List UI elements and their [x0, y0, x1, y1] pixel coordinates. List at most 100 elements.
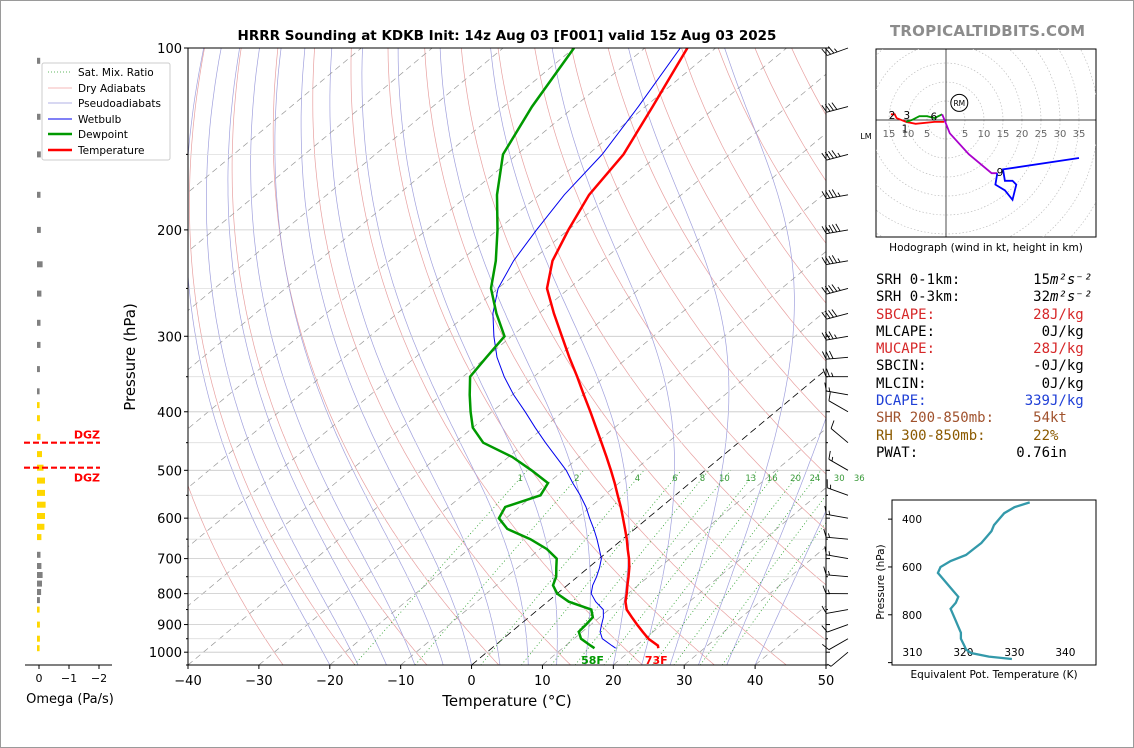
- moist-adiabat: [361, 48, 529, 665]
- omega-bar: [37, 57, 41, 64]
- moist-adiabat: [300, 48, 472, 665]
- stat-value: 28: [1033, 306, 1050, 323]
- hodograph-ring-label: 5: [962, 129, 968, 140]
- hodograph-ring-label: 25: [1035, 129, 1048, 140]
- skewt-series: [468, 48, 689, 650]
- wind-barb-staff: [826, 153, 849, 161]
- wind-barb: [823, 566, 849, 578]
- wind-barb: [821, 46, 849, 56]
- mixing-ratio-line: [574, 470, 732, 665]
- wind-barb: [821, 255, 849, 266]
- temperature-line: [545, 48, 689, 649]
- moist-adiabat: [250, 48, 416, 665]
- stat-unit: %: [1050, 427, 1059, 444]
- chart-title: HRRR Sounding at KDKB Init: 14z Aug 03 […: [238, 28, 777, 44]
- omega-bar: [37, 113, 41, 120]
- stat-label: SBCAPE:: [876, 306, 936, 323]
- omega-bar: [37, 388, 40, 395]
- wind-barb-flag: [828, 255, 834, 264]
- legend-label-temperature: Temperature: [77, 145, 145, 157]
- omega-tick-label: −1: [61, 672, 77, 685]
- hodograph-labels: 15 10 5 5 10 15 20 25 30 35 RM 12 3 6 9: [883, 99, 1086, 179]
- hodograph-ring-label: 30: [1054, 129, 1067, 140]
- stat-row-shr: SHR 200-850mb: 54 kt: [876, 410, 1096, 427]
- wind-barb: [830, 420, 849, 444]
- omega-bar: [37, 572, 43, 578]
- wind-barb-flag: [821, 152, 828, 161]
- stat-value: 32: [1033, 289, 1050, 306]
- theta-e-y-tick-label: 600: [902, 562, 922, 574]
- wind-barb-flag: [828, 189, 834, 198]
- wind-barb-half: [827, 570, 831, 576]
- stat-row-mlcin: MLCIN: 0 J/kg: [876, 376, 1096, 393]
- wind-barb-staff: [826, 513, 849, 519]
- wind-barb-staff: [828, 400, 849, 413]
- wind-barb-flag: [824, 47, 831, 55]
- wind-barb-staff: [826, 287, 849, 295]
- hodograph-height-label: 2: [889, 110, 896, 122]
- omega-bar: [37, 341, 41, 348]
- wind-barb-flag: [828, 151, 834, 159]
- omega-bar: [37, 464, 44, 471]
- stat-value: 54: [1033, 410, 1050, 427]
- mixing-ratio-label: 13: [745, 474, 756, 484]
- omega-bar: [37, 621, 40, 628]
- omega-panel: 0 −1 −2: [24, 57, 112, 685]
- wind-barb: [828, 450, 849, 471]
- mixing-ratio-line: [550, 470, 710, 665]
- wind-barb: [827, 651, 849, 667]
- wind-barb: [822, 368, 849, 378]
- stat-value: 0: [1041, 323, 1050, 340]
- wind-barb-staff: [826, 229, 849, 235]
- wind-barb-flag: [828, 103, 834, 111]
- mixing-ratio-label: 10: [719, 474, 730, 484]
- wind-barb-staff: [826, 335, 849, 341]
- stat-value: -0: [1033, 358, 1050, 375]
- omega-bar: [37, 191, 41, 198]
- moist-adiabat: [188, 48, 331, 665]
- wind-barb-staff: [826, 194, 849, 200]
- wind-barb-flag: [831, 255, 838, 264]
- isotherm: [188, 48, 504, 312]
- x-tick-label: 40: [747, 674, 764, 689]
- moist-adiabat: [490, 48, 630, 665]
- moist-adiabat: [206, 48, 359, 665]
- wind-barb-staff: [827, 47, 849, 56]
- wind-barb-staff: [827, 624, 849, 633]
- omega-bar: [37, 597, 40, 604]
- wind-barb-flag: [823, 566, 827, 575]
- wind-barb-half: [834, 48, 838, 53]
- hodograph-ring-label: 35: [1073, 129, 1086, 140]
- hodograph-rm-label: RM: [953, 99, 965, 108]
- wind-barb-flag: [831, 224, 838, 233]
- wind-barb-staff: [826, 313, 849, 320]
- skewt-xlabel: Temperature (°C): [441, 692, 571, 710]
- wind-barb-staff: [826, 574, 849, 578]
- wind-barb: [823, 528, 849, 540]
- wind-barb: [826, 479, 849, 496]
- omega-bar: [37, 501, 46, 508]
- wind-barb-half: [827, 533, 831, 538]
- isotherm: [683, 546, 826, 665]
- wind-barb-half: [827, 663, 832, 667]
- moist-adiabat: [754, 509, 826, 665]
- stat-label: SRH 0-3km:: [876, 289, 961, 306]
- wind-barb-staff: [826, 536, 849, 540]
- wind-barb-staff: [830, 428, 849, 444]
- x-tick-label: 30: [676, 674, 693, 689]
- y-tick-label: 900: [157, 619, 182, 634]
- wind-barb: [821, 624, 849, 633]
- wind-barb-flag: [824, 286, 831, 294]
- hodograph-border: [875, 48, 1097, 238]
- wind-barb-staff: [826, 260, 849, 266]
- hodograph-ring-label: 10: [902, 129, 915, 140]
- x-tick-label: 50: [818, 674, 835, 689]
- isotherm: [188, 48, 362, 193]
- mixing-ratio-line: [480, 470, 645, 665]
- wind-barb-half: [828, 387, 831, 392]
- mixing-ratio-line: [626, 470, 779, 665]
- y-tick-label: 1000: [149, 646, 182, 661]
- dry-adiabat: [497, 48, 826, 586]
- wind-barb: [824, 382, 849, 396]
